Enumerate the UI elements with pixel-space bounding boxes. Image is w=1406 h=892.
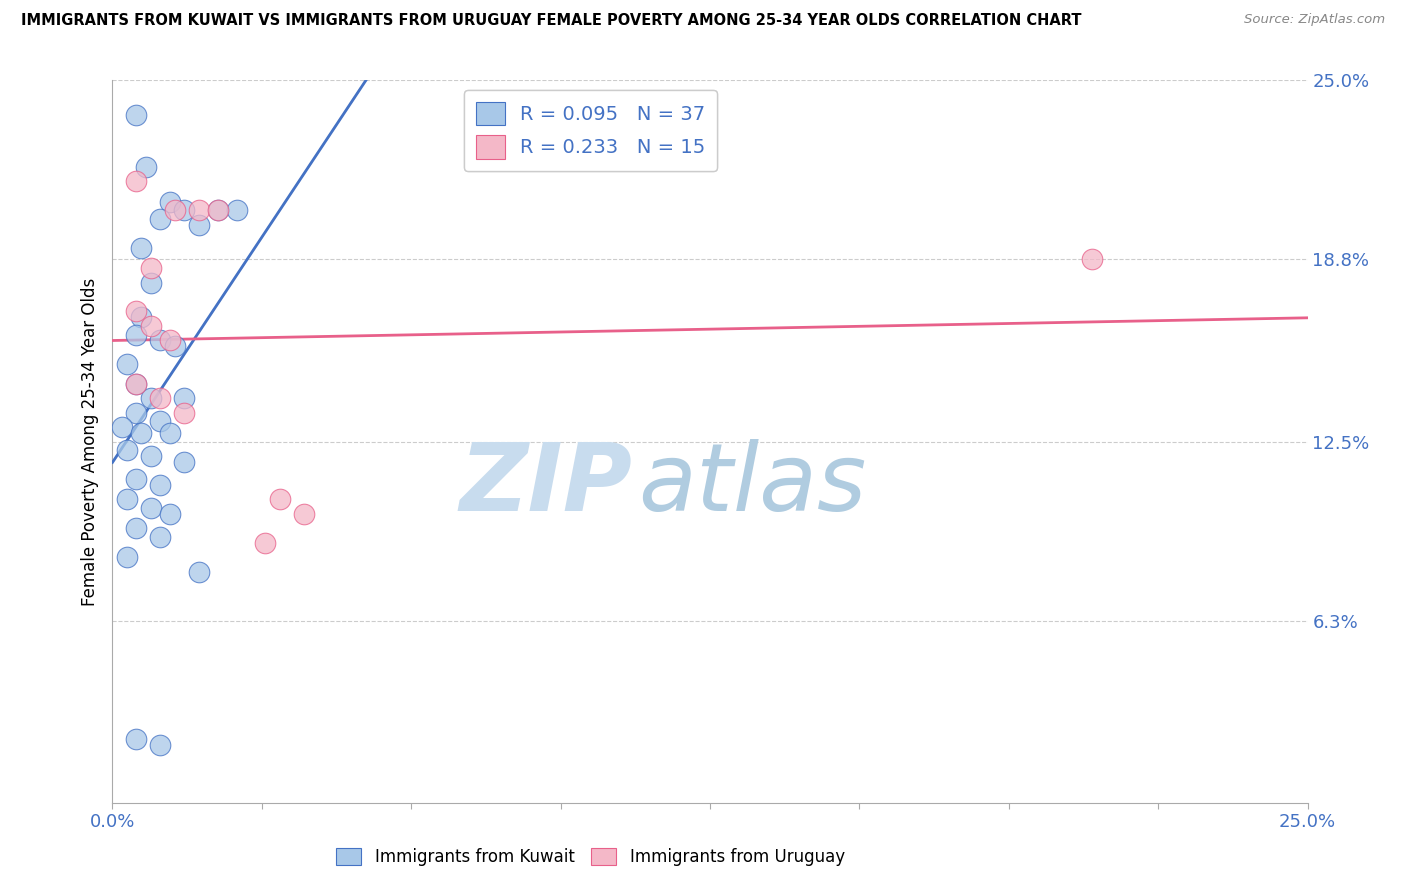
Point (187, 203, 209, 218)
Point (139, 501, 162, 516)
Point (163, 203, 186, 218)
Point (1081, 252, 1104, 267)
Point (129, 310, 152, 325)
Point (125, 108, 148, 122)
Point (292, 507, 315, 521)
Text: ZIP: ZIP (460, 439, 633, 531)
Point (149, 478, 172, 492)
Point (207, 203, 229, 218)
Point (125, 304, 148, 318)
Point (115, 492, 138, 507)
Point (129, 425, 152, 440)
Point (149, 334, 172, 348)
Point (163, 339, 186, 353)
Legend: Immigrants from Kuwait, Immigrants from Uruguay: Immigrants from Kuwait, Immigrants from … (328, 840, 853, 875)
Point (129, 241, 152, 255)
Point (125, 174, 148, 188)
Point (125, 732, 148, 747)
Point (149, 530, 172, 544)
Point (125, 406, 148, 420)
Text: Source: ZipAtlas.com: Source: ZipAtlas.com (1244, 13, 1385, 27)
Point (115, 550, 138, 565)
Point (139, 276, 162, 290)
Point (139, 391, 162, 405)
Y-axis label: Female Poverty Among 25-34 Year Olds: Female Poverty Among 25-34 Year Olds (80, 277, 98, 606)
Point (159, 194, 181, 209)
Point (139, 261, 162, 276)
Text: IMMIGRANTS FROM KUWAIT VS IMMIGRANTS FROM URUGUAY FEMALE POVERTY AMONG 25-34 YEA: IMMIGRANTS FROM KUWAIT VS IMMIGRANTS FRO… (21, 13, 1081, 29)
Point (139, 449, 162, 463)
Point (173, 391, 195, 405)
Point (159, 334, 181, 348)
Point (125, 472, 148, 486)
Point (111, 420, 134, 434)
Point (207, 203, 229, 218)
Text: atlas: atlas (638, 440, 866, 531)
Point (135, 160, 157, 174)
Point (159, 425, 181, 440)
Point (125, 521, 148, 535)
Point (125, 376, 148, 391)
Point (149, 212, 172, 227)
Point (139, 318, 162, 333)
Point (149, 391, 172, 405)
Point (115, 443, 138, 458)
Point (115, 357, 138, 371)
Point (149, 738, 172, 752)
Point (173, 406, 195, 420)
Point (225, 203, 247, 218)
Point (173, 455, 195, 469)
Point (125, 327, 148, 342)
Point (254, 535, 277, 549)
Point (269, 492, 291, 507)
Point (149, 414, 172, 428)
Point (187, 218, 209, 232)
Point (187, 565, 209, 579)
Point (125, 376, 148, 391)
Point (173, 203, 195, 218)
Legend: R = 0.095   N = 37, R = 0.233   N = 15: R = 0.095 N = 37, R = 0.233 N = 15 (464, 90, 717, 170)
Point (159, 507, 181, 521)
